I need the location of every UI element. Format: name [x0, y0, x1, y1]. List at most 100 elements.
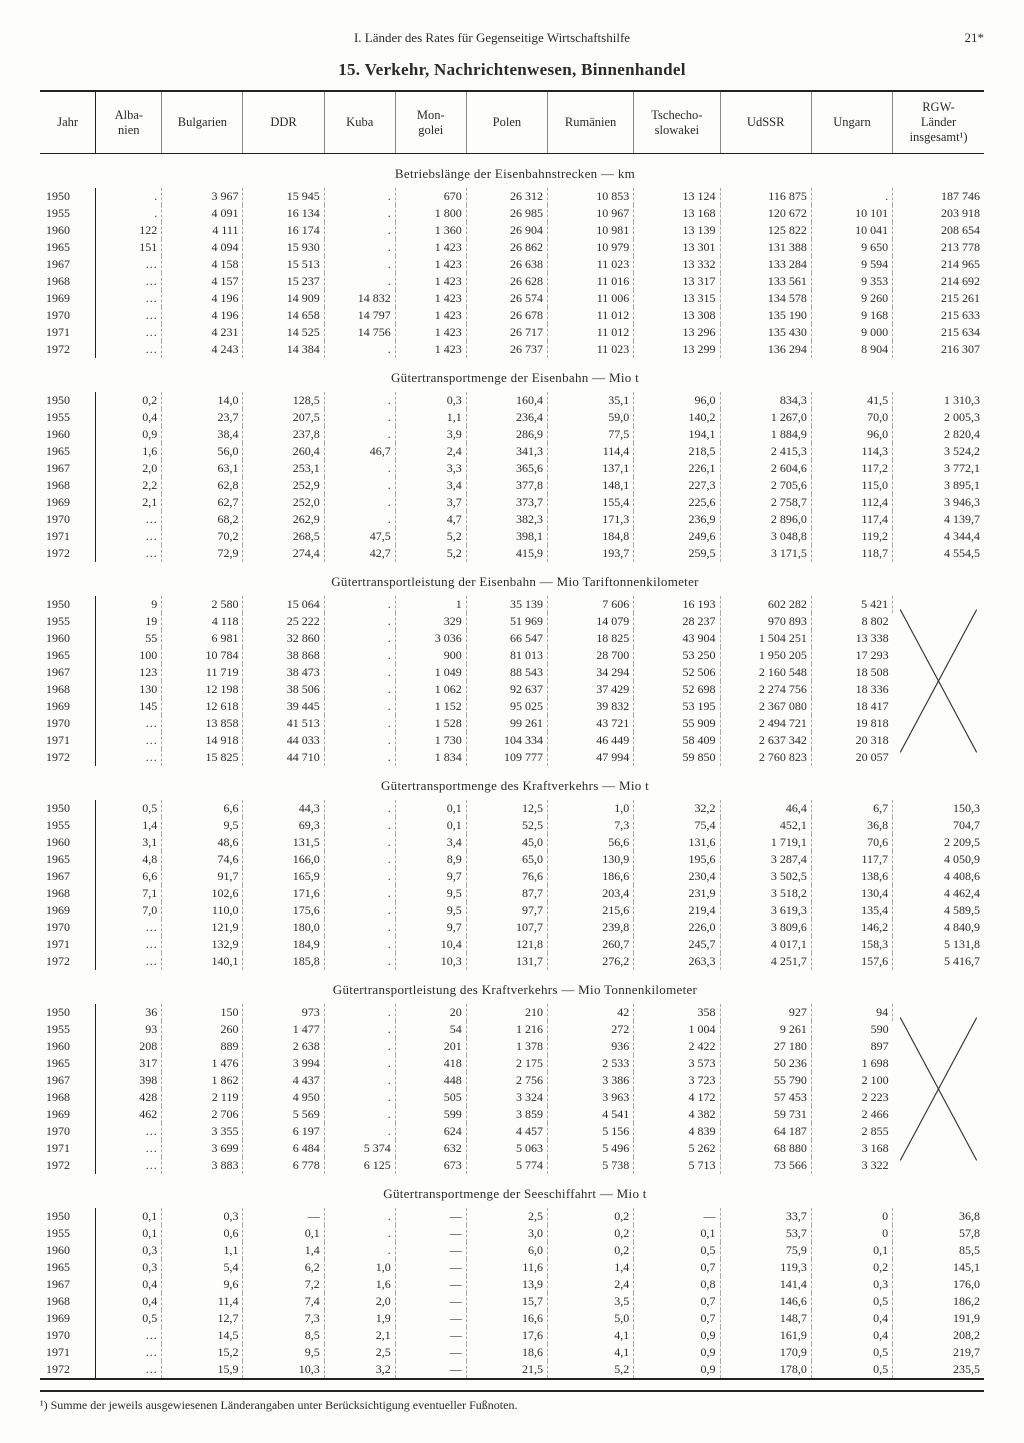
- data-cell: 26 678: [466, 307, 547, 324]
- data-cell: 9,5: [162, 817, 243, 834]
- data-cell: 12 618: [162, 698, 243, 715]
- data-cell: 7,1: [96, 885, 162, 902]
- data-cell: 119,3: [720, 1259, 811, 1276]
- data-cell: 215 633: [893, 307, 984, 324]
- data-cell: 0,2: [547, 1208, 633, 1225]
- year-cell: 1971: [40, 936, 96, 953]
- data-cell: 19: [96, 613, 162, 630]
- data-cell: .: [324, 1089, 395, 1106]
- data-cell: 236,4: [466, 409, 547, 426]
- data-cell: 462: [96, 1106, 162, 1123]
- data-cell: 3,5: [547, 1293, 633, 1310]
- data-cell: 1 062: [395, 681, 466, 698]
- year-cell: 1950: [40, 1208, 96, 1225]
- data-cell: 448: [395, 1072, 466, 1089]
- data-cell: …: [96, 1327, 162, 1344]
- data-cell: 11 016: [547, 273, 633, 290]
- data-cell: 0,7: [634, 1310, 720, 1327]
- data-cell: 602 282: [720, 596, 811, 613]
- table-row: 1972…4 24314 384.1 42326 73711 02313 299…: [40, 341, 984, 358]
- data-cell: 382,3: [466, 511, 547, 528]
- data-cell: 201: [395, 1038, 466, 1055]
- table-row: 19602088892 638.2011 3789362 42227 18089…: [40, 1038, 984, 1055]
- data-cell: .: [324, 919, 395, 936]
- data-cell: 138,6: [811, 868, 892, 885]
- data-cell: 121,9: [162, 919, 243, 936]
- year-cell: 1967: [40, 460, 96, 477]
- data-cell: 27 180: [720, 1038, 811, 1055]
- data-cell: 4 251,7: [720, 953, 811, 970]
- data-cell: .: [324, 392, 395, 409]
- data-cell: 51 969: [466, 613, 547, 630]
- data-cell: 1,1: [395, 409, 466, 426]
- data-cell: 75,4: [634, 817, 720, 834]
- data-cell: 4 196: [162, 290, 243, 307]
- data-cell: 3,7: [395, 494, 466, 511]
- table-row: 19694622 7065 569.5993 8594 5414 38259 7…: [40, 1106, 984, 1123]
- data-cell: 132,9: [162, 936, 243, 953]
- data-cell: 973: [243, 1004, 324, 1021]
- data-cell: 268,5: [243, 528, 324, 545]
- data-cell: 263,3: [634, 953, 720, 970]
- data-cell: 128,5: [243, 392, 324, 409]
- data-cell: 252,9: [243, 477, 324, 494]
- year-cell: 1967: [40, 1072, 96, 1089]
- data-cell: 42: [547, 1004, 633, 1021]
- data-cell: 2 760 823: [720, 749, 811, 766]
- data-cell: 5 156: [547, 1123, 633, 1140]
- data-cell: 1,9: [324, 1310, 395, 1327]
- data-cell: .: [324, 426, 395, 443]
- data-cell: 18 417: [811, 698, 892, 715]
- data-cell: 260,7: [547, 936, 633, 953]
- data-cell: .: [324, 953, 395, 970]
- table-row: 1950.3 96715 945.67026 31210 85313 12411…: [40, 188, 984, 205]
- data-cell: 133 284: [720, 256, 811, 273]
- data-cell: 158,3: [811, 936, 892, 953]
- page-header-center: I. Länder des Rates für Gegenseitige Wir…: [40, 30, 944, 46]
- data-cell: 230,4: [634, 868, 720, 885]
- data-cell: 0,2: [547, 1225, 633, 1242]
- data-cell: 3,4: [395, 834, 466, 851]
- data-cell: 171,6: [243, 885, 324, 902]
- data-cell: 219,4: [634, 902, 720, 919]
- data-cell: 398,1: [466, 528, 547, 545]
- data-cell: 140,1: [162, 953, 243, 970]
- data-cell: 104 334: [466, 732, 547, 749]
- data-cell: 44,3: [243, 800, 324, 817]
- data-cell: 5,2: [395, 545, 466, 562]
- data-cell: 184,8: [547, 528, 633, 545]
- data-cell: 2,1: [96, 494, 162, 511]
- data-cell: 0,7: [634, 1259, 720, 1276]
- year-cell: 1955: [40, 817, 96, 834]
- data-cell: …: [96, 273, 162, 290]
- data-cell: 245,7: [634, 936, 720, 953]
- table-row: 19500,56,644,3.0,112,51,032,246,46,7150,…: [40, 800, 984, 817]
- data-cell: 46,4: [720, 800, 811, 817]
- data-cell: 0,9: [634, 1361, 720, 1379]
- data-cell: 16 134: [243, 205, 324, 222]
- data-cell: 9,6: [162, 1276, 243, 1293]
- section-title-row: Betriebslänge der Eisenbahnstrecken — km: [40, 154, 984, 189]
- data-cell: 55: [96, 630, 162, 647]
- data-cell: .: [324, 851, 395, 868]
- data-cell: 102,6: [162, 885, 243, 902]
- data-cell: 7,2: [243, 1276, 324, 1293]
- data-cell: 145,1: [893, 1259, 984, 1276]
- section-title: Gütertransportmenge des Kraftverkehrs — …: [40, 766, 984, 800]
- data-cell: 130,9: [547, 851, 633, 868]
- column-header: Kuba: [324, 91, 395, 154]
- data-cell: 203,4: [547, 885, 633, 902]
- data-cell: 4 457: [466, 1123, 547, 1140]
- year-cell: 1960: [40, 1242, 96, 1259]
- data-cell: 215,6: [547, 902, 633, 919]
- data-cell: 0,6: [162, 1225, 243, 1242]
- data-cell: 11 006: [547, 290, 633, 307]
- data-cell: 1 504 251: [720, 630, 811, 647]
- table-row: 19676,691,7165,9.9,776,6186,6230,43 502,…: [40, 868, 984, 885]
- data-cell: 41 513: [243, 715, 324, 732]
- data-cell: 4 243: [162, 341, 243, 358]
- year-cell: 1955: [40, 613, 96, 630]
- data-cell: 428: [96, 1089, 162, 1106]
- year-cell: 1955: [40, 1021, 96, 1038]
- data-cell: 3 171,5: [720, 545, 811, 562]
